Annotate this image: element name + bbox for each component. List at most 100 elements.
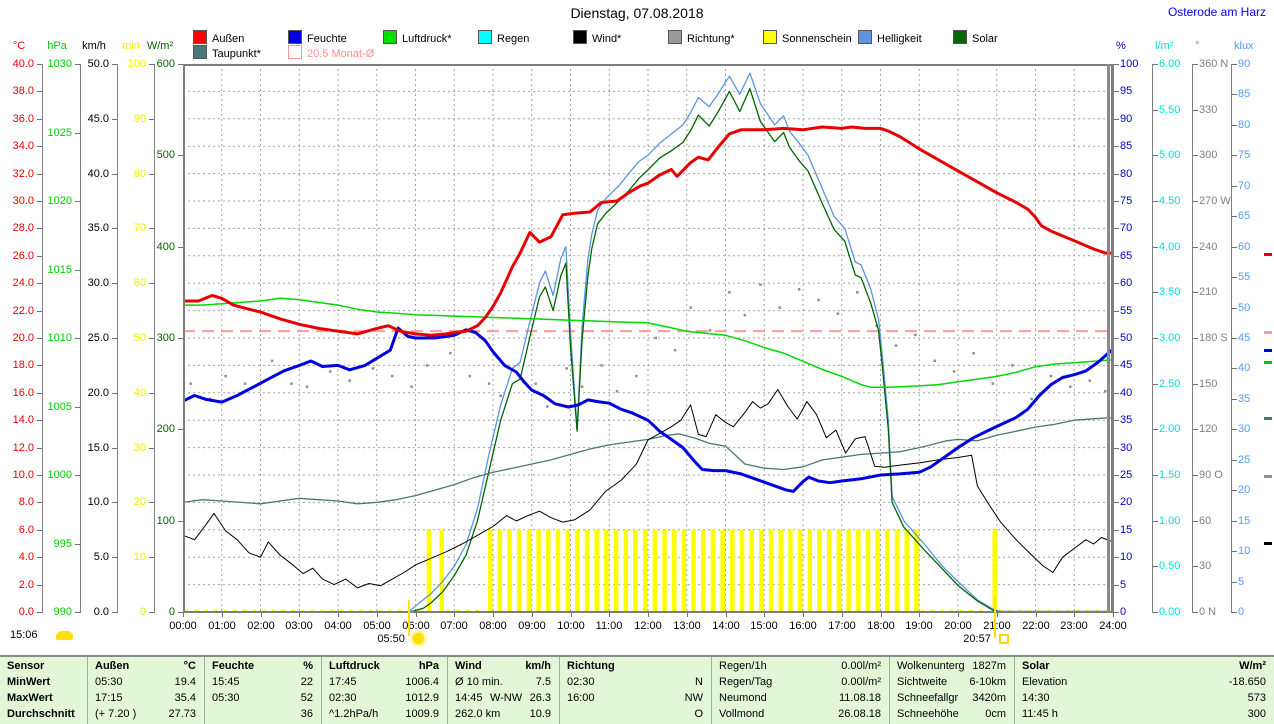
axis-tick <box>112 448 117 449</box>
table-cell-label: MinWert <box>7 676 51 688</box>
axis-tick <box>149 174 154 175</box>
axis-tick-label: 0 <box>1238 606 1245 618</box>
station-location-link[interactable]: Osterode am Harz <box>1167 5 1266 19</box>
axis-tick <box>1193 110 1198 111</box>
hour-label: 21:00 <box>983 620 1011 632</box>
table-cell-label: 17:45 <box>329 676 357 688</box>
series-auen <box>183 125 1113 337</box>
axis-tick-label: 90 O <box>1199 469 1223 481</box>
axis-tick <box>37 530 42 531</box>
table-cell-label: Außen <box>95 660 130 672</box>
table-row: Vollmond 26.08.18 <box>712 706 889 722</box>
axis-tick <box>1114 256 1119 257</box>
axis-tick-label: 1020 <box>47 195 72 207</box>
sunshine-bar <box>701 529 706 612</box>
axis-tick-label: 15 <box>1120 524 1133 536</box>
table-cell-label: ^1.2hPa/h <box>329 708 379 720</box>
legend-item-solar: Solar <box>953 30 998 45</box>
table-row: 05:30 19.4 <box>88 674 204 690</box>
table-cell-label: 15:45 <box>212 676 240 688</box>
hour-label: 04:00 <box>324 620 352 632</box>
axis-tick <box>75 133 80 134</box>
axis-tick-label: 400 <box>156 241 175 253</box>
axis-tick <box>1193 566 1198 567</box>
axis-tick <box>1193 155 1198 156</box>
axis-tick <box>37 420 42 421</box>
axis-tick <box>178 338 183 339</box>
axis-tick-label: 50 <box>133 332 146 344</box>
axis-tick-label: 45 <box>1120 359 1133 371</box>
axis-tick <box>112 119 117 120</box>
axis-line-hPa <box>80 64 81 613</box>
axis-tick <box>1153 566 1158 567</box>
axis-tick-label: 34.0 <box>12 140 34 152</box>
direction-dot <box>1049 374 1053 378</box>
axis-tick <box>1232 125 1237 126</box>
axis-tick <box>1114 119 1119 120</box>
axis-tick-label: 70 <box>133 222 146 234</box>
axis-tick <box>37 146 42 147</box>
axis-tick-label: 22.0 <box>12 305 34 317</box>
table-row: Ø 10 min. 7.5 <box>448 674 559 690</box>
direction-dot <box>1104 390 1107 393</box>
direction-dot <box>546 405 549 408</box>
axis-tick-label: 300 <box>1199 149 1218 161</box>
axis-tick <box>149 612 154 613</box>
hour-tick <box>416 613 417 617</box>
table-row: 36 <box>205 706 321 722</box>
axis-tick-label: 6.0 <box>18 524 34 536</box>
table-row: Schneehöhe 0cm <box>890 706 1014 722</box>
axis-tick-label: 300 <box>156 332 175 344</box>
hour-label: 07:00 <box>440 620 468 632</box>
axis-tick-label: 55 <box>1120 305 1133 317</box>
axis-tick-label: 50.0 <box>87 58 109 70</box>
axis-tick-label: 40 <box>133 387 146 399</box>
table-cell-label: (+ 7.20 ) <box>95 708 137 720</box>
axis-tick <box>1193 429 1198 430</box>
direction-dot <box>914 333 917 337</box>
sunrise-line <box>407 600 410 636</box>
hour-tick <box>803 613 804 617</box>
sunshine-bar <box>826 529 832 612</box>
axis-tick <box>1114 64 1119 65</box>
hour-tick <box>958 613 959 617</box>
table-cell-value: 7.5 <box>535 676 551 688</box>
axis-tick <box>1114 612 1119 613</box>
hour-label: 16:00 <box>789 620 817 632</box>
series-feuchte <box>183 326 1113 493</box>
axis-tick-label: 65 <box>1120 250 1133 262</box>
legend-label: Wind* <box>592 33 622 45</box>
legend-label: Sonnenschein <box>782 33 852 45</box>
sunshine-bar <box>904 529 909 612</box>
table-row: 262.0 km 10.9 <box>448 706 559 722</box>
axis-tick-label: 90 <box>1238 58 1251 70</box>
legend-item-regen: Regen <box>478 30 529 45</box>
axis-tick <box>112 502 117 503</box>
axis-tick <box>1232 338 1237 339</box>
axis-tick-label: 50 <box>1120 332 1133 344</box>
legend-color-swatch <box>763 30 777 44</box>
axis-line-% <box>1113 64 1114 613</box>
table-cell-value: W/m² <box>1239 660 1266 672</box>
axis-tick-label: 85 <box>1120 140 1133 152</box>
table-cell-label: 16:00 <box>567 692 595 704</box>
axis-tick-label: 200 <box>156 423 175 435</box>
axis-tick <box>149 283 154 284</box>
edge-marker-taupunkt-current <box>1264 417 1272 420</box>
sunshine-bar <box>856 529 861 612</box>
hour-tick <box>493 613 494 617</box>
sunshine-bar <box>894 529 900 612</box>
axis-tick <box>1232 460 1237 461</box>
hour-label: 01:00 <box>208 620 236 632</box>
hour-tick <box>1036 613 1037 617</box>
hour-tick <box>183 613 184 617</box>
axis-tick <box>1193 612 1198 613</box>
axis-tick-label: 70 <box>1120 222 1133 234</box>
sunshine-bar <box>526 529 532 612</box>
axis-tick-label: 0.00 <box>1159 606 1181 618</box>
axis-tick <box>1153 338 1158 339</box>
axis-tick <box>37 91 42 92</box>
axis-tick <box>149 338 154 339</box>
sunshine-bar <box>885 529 890 612</box>
table-cell-value: 22 <box>300 676 313 688</box>
